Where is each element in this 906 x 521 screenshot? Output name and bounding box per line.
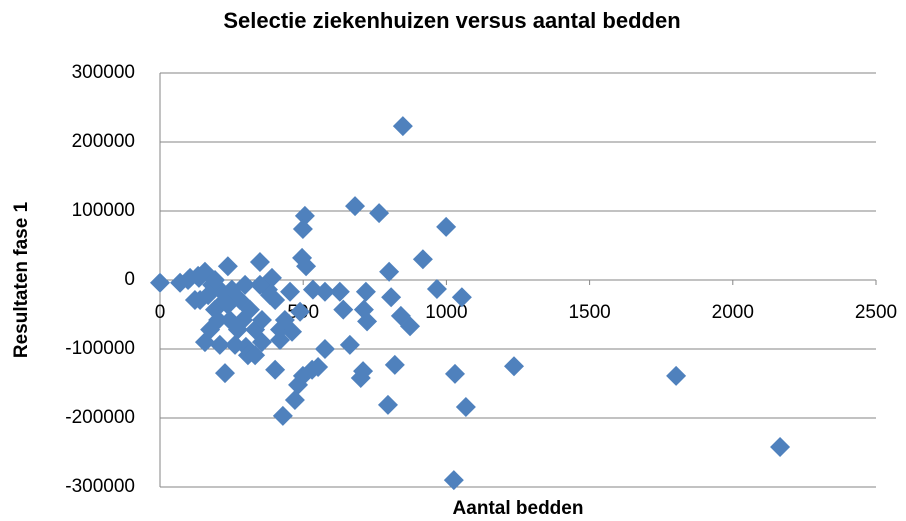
data-point: [225, 334, 246, 355]
data-point: [384, 354, 405, 375]
data-point: [308, 356, 329, 377]
data-point: [208, 310, 229, 331]
data-point: [770, 436, 791, 457]
data-point: [178, 270, 199, 290]
data-point: [215, 363, 236, 384]
x-tick-label: 0: [155, 302, 166, 323]
data-point: [245, 345, 266, 366]
data-point: [345, 196, 366, 217]
data-point: [292, 218, 313, 239]
x-tick-label: 2000: [712, 302, 754, 323]
data-point: [221, 279, 242, 300]
data-point: [296, 256, 317, 277]
data-point: [251, 310, 272, 331]
data-point: [314, 281, 335, 302]
data-point: [249, 252, 270, 273]
data-point: [204, 270, 225, 290]
data-point: [392, 116, 413, 137]
data-point: [455, 396, 476, 417]
chart-title: Selectie ziekenhuizen versus aantal bedd…: [223, 8, 680, 33]
y-tick-label: 300000: [72, 62, 135, 83]
y-tick-label: 200000: [72, 131, 135, 152]
data-point: [284, 390, 305, 411]
data-point: [259, 285, 280, 306]
data-point: [217, 256, 238, 277]
data-point: [443, 470, 464, 491]
data-point: [339, 334, 360, 355]
data-point: [400, 316, 421, 337]
data-point: [436, 216, 457, 237]
data-point: [274, 310, 295, 331]
data-point: [379, 261, 400, 282]
data-point: [184, 290, 205, 311]
data-point: [503, 356, 524, 377]
data-point: [666, 365, 687, 386]
data-point: [150, 272, 170, 293]
data-point: [377, 394, 398, 415]
data-point: [294, 205, 315, 226]
data-point: [426, 278, 447, 299]
data-point: [329, 281, 350, 302]
data-point: [249, 274, 270, 295]
data-point: [357, 311, 378, 332]
data-point: [245, 319, 266, 340]
x-axis-title: Aantal bedden: [453, 498, 584, 519]
y-tick-label: 0: [124, 269, 135, 290]
data-point: [270, 330, 291, 351]
data-point: [217, 294, 238, 315]
x-tick-label: 2500: [855, 302, 897, 323]
y-tick-label: 100000: [72, 200, 135, 221]
data-point: [333, 299, 354, 320]
data-point: [265, 359, 286, 380]
data-point: [369, 203, 390, 224]
data-point: [451, 287, 472, 308]
data-point: [381, 287, 402, 308]
y-axis-title: Resultaten fase 1: [11, 201, 32, 358]
y-tick-label: -100000: [65, 338, 135, 359]
data-point: [444, 363, 465, 384]
data-point: [412, 249, 433, 270]
data-point: [290, 301, 311, 322]
data-point: [209, 334, 230, 355]
x-tick-label: 1500: [568, 302, 610, 323]
data-point: [280, 281, 301, 302]
data-point: [353, 361, 374, 382]
data-point: [355, 281, 376, 302]
y-tick-label: -300000: [65, 476, 135, 497]
data-point: [233, 310, 254, 331]
data-point: [314, 339, 335, 359]
x-tick-label: 1000: [425, 302, 467, 323]
data-point: [272, 405, 293, 426]
y-tick-label: -200000: [65, 407, 135, 428]
